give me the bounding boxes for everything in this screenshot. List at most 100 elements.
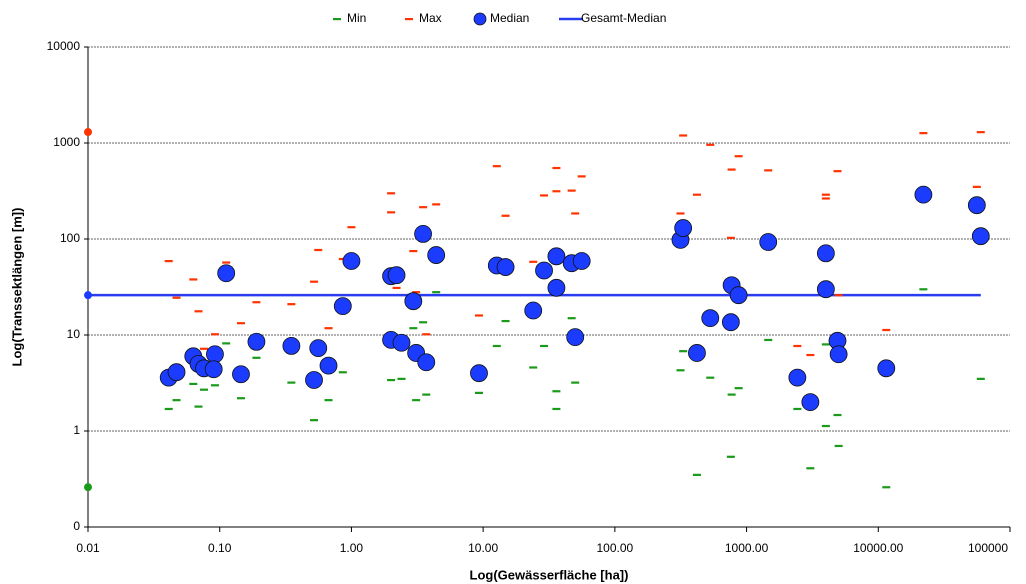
dash [727,393,736,396]
y-tick-label: 10 [67,327,81,341]
dash [189,382,198,386]
dash [422,333,431,336]
dash [567,189,576,192]
dash [821,193,830,196]
dash [552,407,561,411]
median-point [688,344,706,362]
dash [882,328,891,332]
dash [567,317,576,320]
dash [571,381,580,384]
dash [287,381,296,384]
dash [972,185,981,188]
dash [793,344,802,348]
dash [793,407,802,411]
axis-marker [84,291,92,300]
median-point [470,364,488,383]
dash [432,291,441,294]
dash [412,291,421,294]
median-point [729,286,748,305]
y-tick-label: 0 [73,519,80,533]
dash [552,190,561,193]
dash [387,211,396,214]
median-point [914,185,933,204]
dash [726,236,735,239]
median-point [282,336,301,355]
median-point [547,278,566,297]
median-point [701,309,720,327]
dash [419,206,428,209]
dash [833,413,842,417]
median-point [414,225,432,243]
dash [387,378,396,382]
dash [324,399,333,402]
dash [412,399,421,402]
dash [236,322,245,325]
median-point [967,196,986,215]
x-tick-label: 100.00 [597,541,634,555]
dash [706,143,715,146]
y-tick-label: 1 [73,423,80,437]
dash [189,278,198,281]
dash [474,391,483,394]
dash [540,344,549,348]
legend-label: Min [347,11,366,25]
dash [821,424,830,428]
dash [474,314,483,317]
dash [529,260,538,263]
median-point [816,244,835,263]
y-tick-label: 100 [60,231,80,245]
median-point [674,219,693,237]
median-point [319,356,338,375]
dash [676,212,685,215]
dash [692,473,701,476]
dash [676,369,685,372]
legend-swatch [473,12,487,26]
dash [492,165,501,168]
median-point [547,247,566,266]
x-axis-title: Log(Gewässerfläche [ha]) [470,567,629,582]
dash [314,248,323,252]
dash [692,193,701,196]
median-point [404,292,423,311]
dash [501,319,510,323]
median-point [217,264,236,283]
dash [821,343,830,346]
dash [397,377,406,380]
y-tick-label: 1000 [53,135,80,149]
dash [679,134,688,137]
dash [422,393,431,396]
dash [409,249,418,253]
dash [236,397,245,400]
dash [976,377,985,380]
dash [222,342,231,345]
axis-marker [84,483,92,492]
x-tick-label: 100000 [968,541,1008,555]
legend-swatch [333,18,341,21]
dash [200,347,209,350]
dash [552,390,561,393]
dash [210,384,219,387]
dash [492,344,501,348]
dash [882,486,891,489]
median-point [496,258,515,276]
median-point [247,332,266,351]
dash [679,350,688,353]
dash [734,387,743,390]
dash [347,226,356,229]
median-point [204,360,223,379]
dash [200,388,209,391]
median-point [829,345,848,364]
median-point [417,353,436,372]
dash [501,214,510,217]
dash [252,356,261,359]
median-point [167,363,186,382]
dash [727,168,736,171]
median-point [333,297,352,316]
dash [833,170,842,173]
dash [821,197,830,200]
dash [571,212,580,215]
x-tick-label: 0.01 [76,541,100,555]
dash [806,353,815,357]
legend-label: Median [490,11,529,25]
dash [919,132,928,135]
